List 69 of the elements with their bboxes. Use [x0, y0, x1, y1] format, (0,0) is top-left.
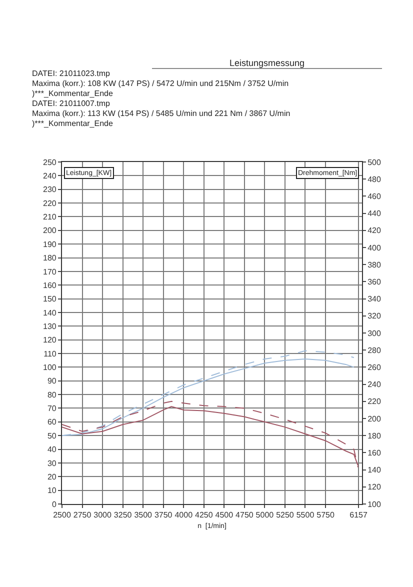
text: Maxima (korr.): 113 KW (154 PS) / 5485 U/min und 221 Nm / 3867 U/min: [32, 109, 292, 119]
y-tick-label: 50: [47, 431, 57, 440]
x-tick-label: 5750: [316, 510, 335, 520]
x-tick-label: 4500: [215, 510, 234, 520]
x-tick-label: 3500: [134, 510, 153, 520]
y-tick-label: 60: [47, 418, 57, 427]
y2-tick-label: 300: [368, 328, 382, 338]
y2-tick-label: 100: [368, 500, 382, 509]
y2-tick-label: 440: [368, 209, 382, 218]
y2-tick-label: 280: [368, 346, 382, 355]
y-tick-label: 120: [43, 336, 57, 345]
y-tick-label: 180: [43, 254, 57, 263]
y2-tick-label: 220: [368, 397, 382, 406]
y-tick-label: 250: [43, 158, 57, 167]
x-tick-label: 5250: [276, 510, 294, 520]
x-tick-label: 3750: [154, 510, 173, 520]
y2-tick-label: 320: [368, 312, 382, 321]
y2-tick-label: 380: [368, 260, 382, 270]
y-tick-label: 0: [52, 500, 57, 509]
y-tick-label: 230: [43, 185, 57, 194]
y-tick-label: 140: [43, 308, 57, 318]
y-tick-label: 210: [43, 212, 57, 222]
y-tick-label: 220: [43, 198, 57, 208]
x-tick-label: 4000: [174, 510, 194, 520]
y-tick-label: 80: [47, 390, 57, 400]
y2-tick-label: 240: [368, 380, 382, 390]
y2-tick-label: 500: [368, 158, 382, 167]
y-tick-label: 10: [47, 486, 57, 496]
y2-tick-label: 480: [368, 174, 382, 184]
y2-tick-label: 200: [368, 414, 382, 424]
text: Maxima (korr.): 108 KW (147 PS) / 5472 U/min und 215Nm / 3752 U/min: [32, 79, 290, 89]
y-tick-label: 30: [47, 458, 57, 468]
y-tick-label: 40: [47, 445, 57, 454]
y-tick-label: 190: [43, 240, 57, 249]
y-tick-label: 130: [43, 322, 57, 331]
text: DATEI: 21011007.tmp: [32, 99, 111, 109]
text: )***_Kommentar_Ende: [32, 89, 114, 99]
y2-tick-label: 160: [368, 448, 382, 458]
y2-tick-label: 180: [368, 431, 382, 440]
y-tick-label: 150: [43, 294, 57, 304]
y-tick-label: 240: [43, 171, 57, 180]
y-tick-label: 110: [44, 349, 57, 358]
y2-tick-label: 260: [368, 363, 382, 372]
x-tick-label: 4750: [236, 510, 254, 520]
y-tick-label: 200: [43, 226, 57, 236]
x-tick-label: 5000: [256, 510, 274, 520]
y-tick-label: 160: [43, 280, 57, 290]
x-tick-label: 5500: [296, 510, 315, 520]
text: )***_Kommentar_Ende: [32, 119, 114, 129]
y2-tick-label: 120: [368, 482, 382, 492]
x-tick-label: 3250: [114, 510, 132, 520]
x-tick-label: 3000: [94, 510, 112, 520]
y-tick-label: 70: [47, 404, 57, 414]
x-tick-label: 4250: [194, 510, 214, 520]
y2-tick-label: 140: [368, 466, 382, 475]
y2-tick-label: 340: [368, 294, 382, 304]
y2-tick-label: 360: [368, 278, 382, 286]
y2-tick-label: 460: [368, 192, 382, 201]
text: DATEI: 21011023.tmp: [32, 69, 111, 79]
y-tick-label: 20: [47, 472, 57, 482]
y-tick-label: 90: [47, 376, 57, 386]
chart-title: Leistungsmessung: [152, 58, 382, 69]
y2-tick-label: 420: [368, 226, 382, 236]
y2-tick-label: 400: [368, 243, 382, 252]
x-tick-label: 2750: [73, 510, 92, 520]
y-tick-label: 100: [43, 363, 57, 372]
x-tick-label: 2500: [53, 510, 72, 520]
y-tick-label: 170: [43, 267, 57, 276]
x-tick-label: 6157: [350, 510, 368, 520]
